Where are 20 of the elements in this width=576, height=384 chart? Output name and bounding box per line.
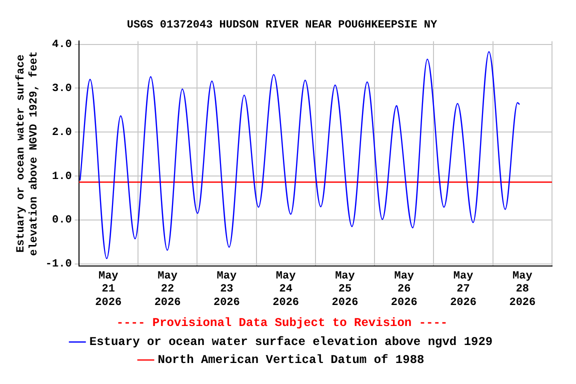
- chart-title: USGS 01372043 HUDSON RIVER NEAR POUGHKEEPSIE NY: [126, 19, 438, 32]
- y-tick-label: 0.0: [52, 214, 72, 227]
- x-tick-label: May 27 2026: [450, 270, 476, 309]
- x-tick-label: May 28 2026: [509, 270, 536, 309]
- x-tick-label: May 26 2026: [390, 270, 418, 309]
- y-axis-title: Estuary or ocean water surface elevation above NGVD 1929, feet: [14, 51, 41, 256]
- x-tick-label: May 23 2026: [213, 270, 240, 309]
- line-series: [79, 51, 520, 260]
- x-tick-label: May 21 2026: [95, 270, 122, 309]
- y-tick-label: 4.0: [52, 39, 72, 52]
- x-tick-label: May 24 2026: [272, 270, 300, 309]
- legend-label: North American Vertical Datum of 1988: [158, 353, 424, 368]
- legend-label: Estuary or ocean water surface elevation above ngvd 1929: [89, 335, 493, 350]
- text: ---- Provisional Data Subject to Revision ----: [116, 316, 448, 330]
- y-tick-label: 2.0: [52, 126, 72, 139]
- x-tick-label: May 22 2026: [154, 270, 181, 309]
- x-tick-label: May 25 2026: [332, 270, 358, 309]
- y-tick-label: 1.0: [52, 170, 72, 183]
- y-tick-label: 3.0: [52, 82, 72, 95]
- y-tick-label: -1.0: [45, 258, 72, 271]
